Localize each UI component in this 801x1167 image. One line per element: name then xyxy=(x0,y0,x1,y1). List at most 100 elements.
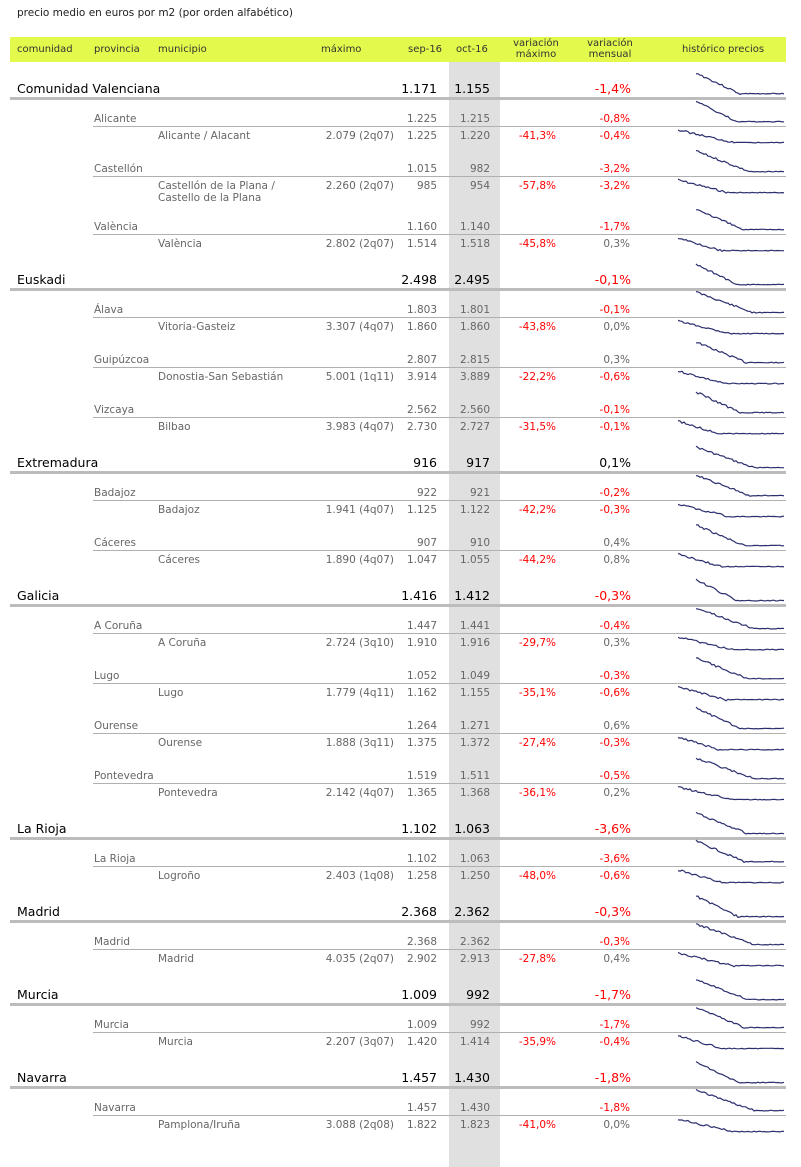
region-name: Madrid xyxy=(17,904,60,919)
sep-value: 1.125 xyxy=(406,504,437,516)
oct-value: 1.063 xyxy=(454,821,490,836)
mun-name: Cáceres xyxy=(158,554,201,566)
var-max-value: -57,8% xyxy=(518,180,556,192)
oct-value: 1.140 xyxy=(459,221,490,233)
mun-name: Castellón de la Plana / Castello de la Pl… xyxy=(158,180,275,204)
price-history-sparkline xyxy=(695,578,784,602)
prov-row: València 1.160 1.140 -1,7% xyxy=(0,203,801,235)
region-row: Madrid 2.368 2.362 -0,3% xyxy=(0,885,801,923)
oct-value: 2.362 xyxy=(454,904,490,919)
price-history-sparkline xyxy=(678,503,785,518)
mun-name: Donostia-San Sebastián xyxy=(158,371,284,383)
prov-name: Pontevedra xyxy=(94,770,154,782)
sep-value: 1.365 xyxy=(406,787,437,799)
region-row: Navarra 1.457 1.430 -1,8% xyxy=(0,1051,801,1089)
price-history-sparkline xyxy=(695,391,785,414)
sep-value: 1.102 xyxy=(406,853,437,865)
price-history-sparkline xyxy=(695,263,785,286)
sparkline-line xyxy=(678,552,785,568)
oct-value: 982 xyxy=(469,163,490,175)
var-mens-value: -0,4% xyxy=(599,1036,630,1048)
oct-value: 992 xyxy=(469,1019,490,1031)
sparkline-line xyxy=(695,923,785,946)
col-historico: histórico precios xyxy=(682,44,765,55)
sparkline-line xyxy=(695,757,785,780)
name-line2: Castello de la Plana xyxy=(158,192,262,204)
price-history-sparkline xyxy=(678,178,785,194)
sparkline-line xyxy=(678,237,785,253)
maximo-value: 3.088 (2q08) xyxy=(325,1119,394,1131)
var-mens-value: -0,3% xyxy=(594,904,631,919)
sparkline-line xyxy=(678,1119,785,1133)
oct-value: 1.412 xyxy=(454,588,490,603)
sparkline-line xyxy=(678,129,785,144)
var-mens-value: -0,1% xyxy=(594,272,631,287)
sep-value: 1.420 xyxy=(406,1036,437,1048)
oct-value: 1.430 xyxy=(459,1102,490,1114)
sep-value: 2.368 xyxy=(401,904,437,919)
oct-value: 921 xyxy=(469,487,490,499)
prov-name: Lugo xyxy=(94,670,120,682)
price-history-sparkline xyxy=(695,657,785,680)
price-history-sparkline xyxy=(695,979,785,1001)
var-max-value: -42,2% xyxy=(518,504,556,516)
var-mens-value: -3,6% xyxy=(599,853,630,865)
price-history-sparkline xyxy=(678,685,785,702)
mun-row: Ourense 1.888 (3q11) 1.375 1.372 -27,4% -0,3% xyxy=(0,734,801,752)
var-mens-value: 0,1% xyxy=(599,455,631,470)
prov-row: Madrid 2.368 2.362 -0,3% xyxy=(0,922,801,950)
var-max-value: -22,2% xyxy=(518,371,556,383)
prov-name: Álava xyxy=(94,304,124,316)
price-history-sparkline xyxy=(678,319,785,335)
col-var-max: variación máximo xyxy=(506,38,566,60)
sparkline-line xyxy=(695,291,785,314)
sparkline-line xyxy=(695,657,785,680)
maximo-value: 3.983 (4q07) xyxy=(325,421,394,433)
sparkline-line xyxy=(678,503,785,518)
var-mens-value: 0,4% xyxy=(603,537,630,549)
mun-name: Badajoz xyxy=(158,504,200,516)
sparkline-line xyxy=(678,370,785,385)
prov-row: Cáceres 907 910 0,4% xyxy=(0,519,801,551)
price-history-sparkline xyxy=(695,1061,785,1084)
col-comunidad: comunidad xyxy=(17,44,73,55)
maximo-value: 1.888 (3q11) xyxy=(325,737,394,749)
sparkline-line xyxy=(695,73,785,96)
var-mens-value: 0,3% xyxy=(603,354,630,366)
sparkline-line xyxy=(678,869,784,884)
mun-row: Badajoz 1.941 (4q07) 1.125 1.122 -42,2% -0,3% xyxy=(0,501,801,519)
price-history-sparkline xyxy=(695,291,785,314)
maximo-value: 2.207 (3q07) xyxy=(325,1036,394,1048)
sparkline-line xyxy=(695,979,785,1001)
sep-value: 2.498 xyxy=(401,272,437,287)
prov-row: Guipúzcoa 2.807 2.815 0,3% xyxy=(0,336,801,368)
oct-value: 1.271 xyxy=(459,720,490,732)
var-mens-value: -0,3% xyxy=(599,737,630,749)
oct-value: 3.889 xyxy=(459,371,490,383)
table-caption: precio medio en euros por m2 (por orden … xyxy=(17,7,294,19)
sep-value: 1.102 xyxy=(401,821,437,836)
price-history-sparkline xyxy=(696,524,785,547)
price-history-sparkline xyxy=(695,1007,785,1029)
sparkline-line xyxy=(695,100,785,123)
price-table-body: Comunidad Valenciana 1.171 1.155 -1,4% Alica… xyxy=(0,62,801,1134)
oct-value: 992 xyxy=(466,987,490,1002)
mun-row: A Coruña 2.724 (3q10) 1.910 1.916 -29,7% 0,3% xyxy=(0,634,801,652)
sep-value: 2.730 xyxy=(406,421,437,433)
var-mens-value: -0,6% xyxy=(599,687,630,699)
sep-value: 916 xyxy=(413,455,437,470)
mun-name: Vitoria-Gasteiz xyxy=(158,321,236,333)
maximo-value: 1.779 (4q11) xyxy=(325,687,394,699)
price-history-sparkline xyxy=(695,1088,785,1112)
sep-value: 1.860 xyxy=(406,321,437,333)
oct-value: 1.430 xyxy=(454,1070,490,1085)
sep-value: 1.447 xyxy=(406,620,437,632)
oct-value: 1.368 xyxy=(459,787,490,799)
sep-value: 1.457 xyxy=(401,1070,437,1085)
price-history-sparkline xyxy=(695,706,785,730)
sep-value: 1.160 xyxy=(406,221,437,233)
sparkline-line xyxy=(695,578,784,602)
price-history-sparkline xyxy=(678,370,785,385)
prov-name: Vizcaya xyxy=(94,404,135,416)
name-line1: Castellón de la Plana / xyxy=(158,180,275,192)
